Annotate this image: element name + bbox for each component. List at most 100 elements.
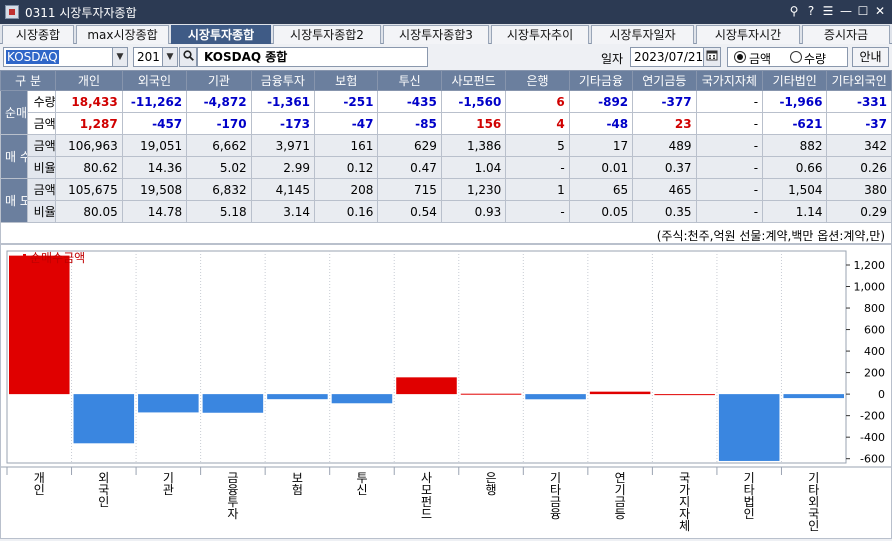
date-field[interactable]: 2023/07/21: [630, 47, 704, 67]
table-cell: -37: [826, 112, 892, 135]
help-icon[interactable]: ?: [807, 4, 815, 18]
window-title: 0311 시장투자자종합: [25, 6, 137, 20]
plot-area: [6, 250, 847, 464]
tab-market-investor-trend[interactable]: 시장투자추이: [491, 25, 589, 44]
index-name-field: KOSDAQ 종합: [197, 47, 428, 67]
tab-market-investor-daily[interactable]: 시장투자일자: [591, 25, 694, 44]
calendar-icon[interactable]: [703, 47, 721, 67]
table-cell: 1,230: [440, 178, 507, 201]
table-cell: -1,966: [762, 90, 828, 113]
table-row: 금액 1,287 -457 -170 -173 -47 -85 156 4 -48 23- -621-…: [1, 112, 892, 135]
bar-10: [654, 394, 715, 396]
radio-amount[interactable]: [734, 51, 746, 63]
tab-market-investor-summary[interactable]: 시장투자종합: [171, 25, 271, 44]
col-header: 개인: [55, 70, 123, 91]
table-cell: 5.18: [186, 200, 252, 223]
table-cell: 0.93: [440, 200, 507, 223]
table-cell: 14.36: [121, 156, 188, 179]
col-header: 은행: [505, 70, 570, 91]
table-cell: -48: [568, 112, 634, 135]
table-cell: -331: [826, 90, 892, 113]
row-group-label: 매 도: [0, 178, 28, 223]
legend-swatch: [23, 254, 26, 263]
tab-market-investor-summary2[interactable]: 시장투자종합2: [273, 25, 381, 44]
pin-icon[interactable]: ⚲: [789, 4, 799, 18]
guide-button[interactable]: 안내: [852, 47, 889, 67]
tab-max-market-summary[interactable]: max시장종합: [76, 25, 169, 44]
table-cell: -47: [314, 112, 379, 135]
tab-market-investor-summary3[interactable]: 시장투자종합3: [383, 25, 489, 44]
col-header: 금융투자: [250, 70, 316, 91]
row-sub-label: 비율: [26, 200, 57, 223]
tab-market-summary[interactable]: 시장종합: [2, 25, 74, 44]
unit-note-bar: (주식:천주,억원 선물:계약,백만 옵션:계약,만): [0, 222, 892, 244]
app-icon: [5, 5, 19, 19]
index-code-field[interactable]: 201: [133, 47, 163, 67]
table-row: 매 수금액106,96319,0516,6623,9711616291,3865…: [0, 134, 892, 179]
table-cell: 4,145: [250, 178, 316, 201]
col-header: 보험: [314, 70, 379, 91]
close-icon[interactable]: ✕: [874, 4, 886, 18]
table-cell: 0.01: [568, 156, 634, 179]
unit-note: (주식:천주,억원 선물:계약,백만 옵션:계약,만): [656, 229, 885, 243]
minimize-icon[interactable]: —: [840, 4, 852, 18]
table-cell: 6,832: [186, 178, 252, 201]
table-cell: -251: [314, 90, 379, 113]
market-dropdown-arrow-icon[interactable]: ▼: [112, 47, 128, 67]
bar-8: [525, 394, 586, 400]
row-group-label: 매 수: [0, 134, 28, 179]
bar-12: [783, 394, 844, 399]
col-header: 기관: [186, 70, 252, 91]
toolbar: KOSDAQ ▼ 201 ▼ KOSDAQ 종합 일자 2023/07/21 금…: [0, 44, 892, 70]
table-cell: -85: [377, 112, 442, 135]
y-tick-label: 400: [864, 345, 885, 358]
col-header: 기타법인: [762, 70, 828, 91]
table-cell: -: [695, 178, 764, 201]
table-cell: -435: [377, 90, 442, 113]
table-cell: 14.78: [121, 200, 188, 223]
radio-amount-label: 금액: [749, 52, 772, 66]
table-cell: 1.04: [440, 156, 507, 179]
maximize-icon[interactable]: ☐: [857, 4, 869, 18]
table-cell: 0.29: [826, 200, 892, 223]
menu-icon[interactable]: ☰: [822, 4, 834, 18]
search-icon[interactable]: [179, 47, 197, 67]
y-tick-label: 200: [864, 367, 885, 380]
table-cell: 3,971: [250, 134, 316, 157]
code-dropdown-arrow-icon[interactable]: ▼: [162, 47, 178, 67]
bar-5: [331, 394, 393, 404]
table-cell: 380: [826, 178, 892, 201]
table-cell: 5.02: [186, 156, 252, 179]
radio-quantity[interactable]: [790, 51, 802, 63]
table-cell: 1,504: [762, 178, 828, 201]
table-cell: 156: [440, 112, 507, 135]
col-header: 연기금등: [632, 70, 697, 91]
tab-market-investor-time[interactable]: 시장투자시간: [696, 25, 800, 44]
row-group-label: 순매수: [0, 90, 28, 135]
market-select[interactable]: KOSDAQ: [3, 47, 113, 67]
tab-stock-funds[interactable]: 증시자금: [802, 25, 890, 44]
table-cell: 3.14: [250, 200, 316, 223]
y-tick-label: 600: [864, 324, 885, 337]
table-cell: -377: [632, 90, 697, 113]
date-label: 일자: [601, 52, 624, 66]
table-cell: 17: [568, 134, 634, 157]
bar-4: [267, 394, 328, 400]
table-row: 매 도금액105,67519,5086,8324,1452087151,2301…: [0, 178, 892, 223]
table-cell: -1,560: [440, 90, 507, 113]
y-tick-label: 800: [864, 302, 885, 315]
header-corner: 구 분: [0, 70, 57, 91]
col-header: 기타금융: [568, 70, 634, 91]
bar-11: [718, 394, 780, 461]
table-cell: 465: [632, 178, 697, 201]
table-cell: -457: [121, 112, 188, 135]
radio-quantity-label: 수량: [804, 52, 827, 66]
table-cell: 0.26: [826, 156, 892, 179]
table-cell: -621: [762, 112, 828, 135]
